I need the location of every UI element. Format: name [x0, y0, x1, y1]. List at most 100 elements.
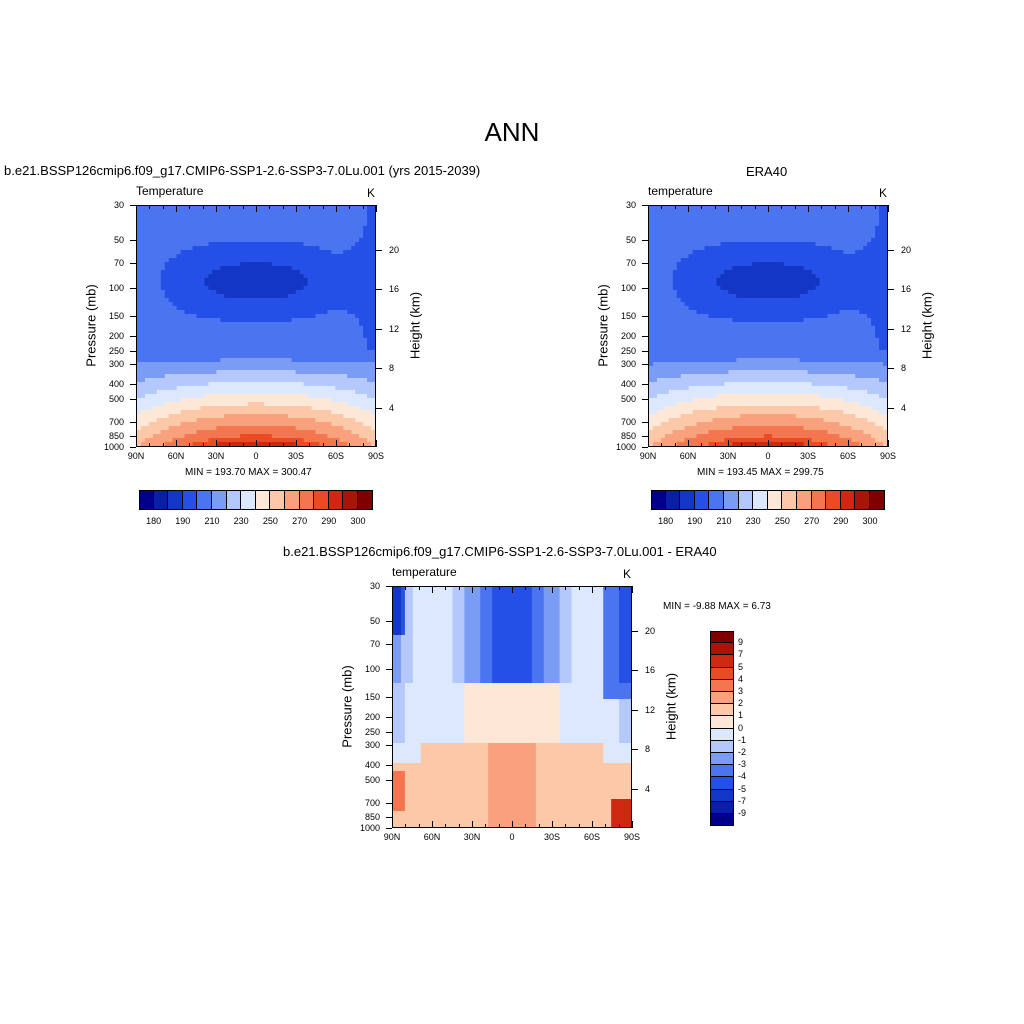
contour-cell — [323, 318, 328, 323]
contour-cell — [164, 382, 170, 387]
contour-cell — [140, 322, 146, 327]
contour-cell — [212, 218, 217, 223]
contour-cell — [156, 218, 162, 223]
contour-cell — [371, 438, 375, 443]
contour-cell — [180, 386, 186, 391]
contour-cell — [192, 346, 198, 351]
contour-cell — [196, 314, 202, 319]
contour-cell — [791, 254, 797, 259]
contour-cell — [660, 250, 666, 255]
contour-cell — [339, 374, 344, 379]
contour-cell — [184, 270, 190, 275]
contour-cell — [327, 250, 332, 255]
contour-cell — [152, 402, 158, 407]
contour-cell — [363, 406, 368, 411]
contour-cell — [263, 366, 269, 371]
contour-cell — [192, 318, 198, 323]
contour-cell — [299, 394, 305, 399]
contour-cell — [315, 262, 321, 267]
contour-cell — [311, 274, 317, 279]
contour-cell — [228, 334, 233, 339]
contour-cell — [359, 390, 364, 395]
contour-cell — [855, 258, 860, 263]
contour-cell — [359, 262, 364, 267]
panel1-contour — [137, 206, 375, 446]
contour-cell — [299, 222, 305, 227]
contour-cell — [875, 286, 880, 291]
contour-cell — [204, 258, 209, 263]
contour-cell — [220, 246, 225, 251]
contour-cell — [363, 418, 368, 423]
contour-cell — [363, 322, 368, 327]
contour-cell — [275, 258, 281, 263]
contour-cell — [168, 422, 174, 427]
contour-cell — [347, 210, 352, 215]
contour-cell — [303, 282, 309, 287]
contour-cell — [256, 346, 261, 351]
contour-cell — [363, 290, 368, 295]
contour-cell — [787, 234, 793, 239]
contour-cell — [248, 406, 253, 411]
contour-cell — [220, 274, 225, 279]
contour-cell — [232, 330, 237, 335]
contour-cell — [220, 238, 225, 243]
contour-cell — [172, 286, 178, 291]
contour-cell — [744, 266, 749, 271]
contour-cell — [708, 242, 714, 247]
contour-cell — [315, 398, 321, 403]
contour-cell — [355, 278, 360, 283]
contour-cell — [748, 242, 753, 247]
contour-cell — [252, 234, 257, 239]
contour-cell — [228, 214, 233, 219]
contour-cell — [137, 234, 142, 239]
contour-cell — [248, 226, 253, 231]
contour-cell — [664, 242, 670, 247]
contour-cell — [696, 234, 702, 239]
contour-cell — [140, 294, 146, 299]
contour-cell — [319, 278, 325, 283]
contour-cell — [291, 438, 297, 443]
contour-cell — [323, 254, 328, 259]
contour-cell — [728, 278, 733, 283]
contour-cell — [208, 410, 213, 415]
contour-cell — [811, 230, 817, 235]
contour-cell — [779, 258, 785, 263]
contour-cell — [256, 430, 261, 435]
contour-cell — [827, 206, 833, 211]
contour-cell — [339, 214, 344, 219]
contour-cell — [331, 398, 336, 403]
contour-cell — [152, 206, 158, 211]
contour-cell — [196, 298, 202, 303]
contour-cell — [168, 306, 174, 311]
contour-cell — [256, 374, 261, 379]
contour-cell — [180, 410, 186, 415]
contour-cell — [720, 278, 725, 283]
contour-cell — [287, 390, 293, 395]
contour-cell — [335, 318, 340, 323]
contour-cell — [144, 206, 150, 211]
contour-cell — [176, 442, 182, 446]
contour-cell — [256, 322, 261, 327]
contour-cell — [212, 298, 217, 303]
contour-cell — [732, 294, 737, 299]
contour-cell — [224, 342, 229, 347]
contour-cell — [740, 266, 745, 271]
contour-cell — [279, 330, 285, 335]
contour-cell — [252, 246, 257, 251]
contour-cell — [295, 222, 301, 227]
contour-cell — [363, 282, 368, 287]
contour-cell — [649, 250, 654, 255]
contour-cell — [256, 262, 261, 267]
contour-cell — [347, 298, 352, 303]
contour-cell — [724, 266, 729, 271]
contour-cell — [315, 254, 321, 259]
contour-cell — [172, 350, 178, 355]
contour-cell — [371, 418, 375, 423]
contour-cell — [252, 298, 257, 303]
contour-cell — [371, 250, 375, 255]
contour-cell — [287, 238, 293, 243]
contour-cell — [775, 218, 781, 223]
contour-cell — [371, 270, 375, 275]
contour-cell — [688, 254, 694, 259]
contour-cell — [347, 350, 352, 355]
